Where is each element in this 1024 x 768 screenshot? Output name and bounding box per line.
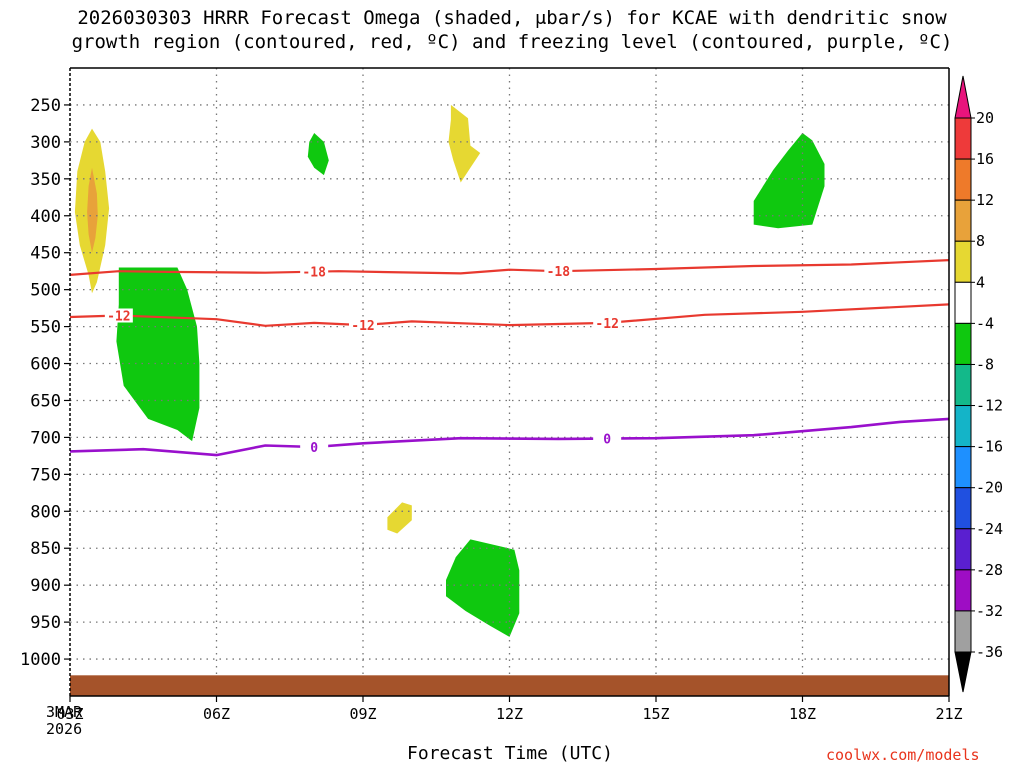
colorbar-label-1: 16 (976, 150, 994, 168)
y-tick-label-500: 500 (30, 281, 61, 301)
x-axis-title: Forecast Time (UTC) (407, 743, 613, 764)
title-line-1: 2026030303 HRRR Forecast Omega (shaded, … (77, 7, 947, 29)
dgz-contour-m18-label-0: -18 (302, 266, 326, 281)
freezing-level-contour-line (69, 417, 950, 457)
colorbar-label-13: -36 (976, 643, 1003, 661)
grid-layer (70, 68, 949, 696)
dgz-contour-m12-label-0: -12 (107, 310, 130, 325)
omega-shading-layer (74, 104, 825, 637)
y-tick-label-1000: 1000 (20, 650, 61, 670)
freezing-level-contour-label-0: 0 (310, 441, 318, 456)
colorbar-label-0: 20 (976, 109, 994, 127)
dgz-contour-m18-line (69, 259, 950, 276)
dgz-contour-m18-label-bg-1 (544, 264, 573, 279)
colorbar-bin-2 (954, 199, 972, 242)
colorbar-label-12: -32 (976, 602, 1003, 620)
dgz-contour-m12-label-2: -12 (595, 317, 618, 332)
y-tick-label-900: 900 (30, 576, 61, 596)
colorbar-bin-0 (954, 117, 972, 160)
omega-region-green-1130z (446, 539, 520, 637)
colorbar-label-9: -20 (976, 479, 1003, 497)
dgz-contour-m12-line (69, 303, 950, 327)
x-tick-label-06Z: 06Z (203, 705, 230, 723)
colorbar-bin-7 (954, 405, 972, 448)
colorbar-lower-extend (954, 651, 972, 693)
colorbar: 20 16 12 8 4 -4 -8 -12 -16 -20 -24 -28 -32 -36 (954, 75, 1003, 693)
colorbar-label-4: 4 (976, 273, 985, 291)
y-tick-label-850: 850 (30, 539, 61, 559)
dgz-contour-m18-label-1: -18 (547, 265, 571, 280)
dgz-contour-m12-label-bg-0 (104, 308, 133, 323)
x-tick-label-21Z: 21Z (935, 705, 962, 723)
y-tick-label-750: 750 (30, 465, 61, 485)
omega-region-yellow-0945z (387, 502, 412, 534)
colorbar-bin-8 (954, 446, 972, 489)
chart-title: 2026030303 HRRR Forecast Omega (shaded, … (0, 6, 1024, 54)
x-tick-label-09Z: 09Z (349, 705, 376, 723)
colorbar-bin-11 (954, 569, 972, 612)
contour-layer: -18 -18 -12 -12 -12 0 0 (69, 259, 950, 457)
colorbar-upper-extend (954, 75, 972, 119)
omega-region-green-0800z (307, 133, 329, 176)
omega-region-yellow-1100z (448, 104, 481, 183)
colorbar-label-11: -28 (976, 561, 1003, 579)
dgz-contour-m18-label-bg-0 (300, 264, 329, 279)
freezing-level-contour-label-bg-0 (300, 440, 329, 455)
y-tick-label-700: 700 (30, 428, 61, 448)
colorbar-bin-1 (954, 158, 972, 201)
colorbar-bin-5 (954, 322, 972, 365)
omega-region-orange-0400z (87, 167, 98, 253)
colorbar-label-8: -16 (976, 438, 1003, 456)
date-label-year: 2026 (46, 720, 83, 738)
y-tick-label-300: 300 (30, 133, 61, 153)
colorbar-bin-6 (954, 363, 972, 407)
y-tick-label-950: 950 (30, 613, 61, 633)
x-tick-label-03Z: 03Z (56, 705, 83, 723)
colorbar-label-3: 8 (976, 232, 985, 250)
colorbar-label-2: 12 (976, 191, 994, 209)
axes-layer: 250 300 350 400 450 500 550 600 650 700 750 800 850 9… (20, 67, 963, 723)
colorbar-bin-10 (954, 528, 972, 571)
title-line-2: growth region (contoured, red, ºC) and f… (71, 31, 953, 53)
colorbar-bin-9 (954, 487, 972, 530)
dgz-contour-m12-label-1: -12 (351, 319, 374, 334)
x-tick-label-18Z: 18Z (789, 705, 816, 723)
omega-region-green-1745z (753, 133, 825, 229)
y-tick-label-550: 550 (30, 318, 61, 338)
x-tick-label-12Z: 12Z (496, 705, 523, 723)
y-tick-label-400: 400 (30, 207, 61, 227)
y-tick-label-250: 250 (30, 96, 61, 116)
date-label-day: 3MAR (46, 703, 83, 721)
y-tick-label-800: 800 (30, 502, 61, 522)
colorbar-label-5: -4 (976, 314, 994, 332)
credit-link[interactable]: coolwx.com/models (826, 746, 980, 764)
colorbar-bin-4 (954, 281, 972, 324)
omega-region-green-0530z (116, 267, 200, 442)
y-tick-label-650: 650 (30, 391, 61, 411)
colorbar-label-6: -8 (976, 355, 994, 373)
y-tick-label-350: 350 (30, 170, 61, 190)
colorbar-label-10: -24 (976, 520, 1003, 538)
colorbar-bin-3 (954, 240, 972, 283)
colorbar-label-7: -12 (976, 397, 1003, 415)
freezing-level-contour-label-1: 0 (603, 433, 611, 448)
terrain-layer (70, 675, 949, 696)
y-tick-label-600: 600 (30, 355, 61, 375)
dgz-contour-m12-label-bg-1 (349, 318, 377, 333)
freezing-level-contour-label-bg-1 (593, 431, 622, 446)
y-tick-label-450: 450 (30, 244, 61, 264)
colorbar-bin-12 (954, 610, 972, 653)
date-label: 3MAR 2026 (46, 704, 82, 738)
terrain-bar (70, 675, 949, 696)
dgz-contour-m12-label-bg-2 (593, 315, 622, 330)
x-tick-label-15Z: 15Z (642, 705, 669, 723)
